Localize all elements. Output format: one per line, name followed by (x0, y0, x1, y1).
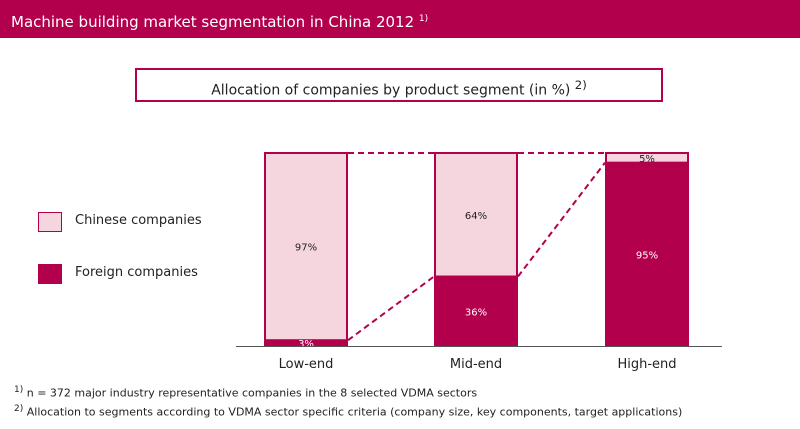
data-label-chinese-low-end: 97% (295, 243, 317, 254)
connector-split-1 (347, 275, 435, 342)
legend-label-foreign: Foreign companies (75, 265, 198, 280)
bar-foreign-high-end (605, 162, 689, 346)
legend-swatch-chinese (38, 212, 62, 232)
bar-chinese-high-end (605, 152, 689, 164)
chart-title-box: Allocation of companies by product segme… (135, 68, 663, 102)
x-tick-label-low-end: Low-end (279, 357, 334, 372)
header-note-mark: 1) (418, 14, 429, 24)
footnote-2: 2) Allocation to segments according to V… (14, 404, 682, 419)
legend-swatch-foreign (38, 264, 62, 284)
footnote-2-text: Allocation to segments according to VDMA… (26, 405, 683, 419)
footnote-1-text: n = 372 major industry representative co… (26, 386, 478, 400)
bar-foreign-low-end (264, 340, 348, 346)
bar-chinese-low-end (264, 152, 348, 342)
legend-label-chinese: Chinese companies (75, 213, 202, 228)
bar-chinese-mid-end (434, 152, 518, 278)
header-title: Machine building market segmentation in … (11, 13, 415, 31)
data-label-foreign-low-end: 3% (298, 339, 314, 350)
footnote-1: 1) n = 372 major industry representative… (14, 385, 477, 400)
data-label-chinese-high-end: 5% (639, 154, 655, 165)
footnote-1-mark: 1) (14, 385, 24, 395)
page-header: Machine building market segmentation in … (0, 0, 800, 38)
footnote-2-mark: 2) (14, 404, 24, 414)
data-label-foreign-high-end: 95% (636, 250, 658, 261)
connector-split-2 (517, 162, 606, 278)
data-label-chinese-mid-end: 64% (465, 211, 487, 222)
data-label-foreign-mid-end: 36% (465, 307, 487, 318)
x-tick-label-mid-end: Mid-end (450, 357, 502, 372)
chart-title: Allocation of companies by product segme… (211, 82, 571, 99)
bar-foreign-mid-end (434, 276, 518, 346)
x-tick-label-high-end: High-end (617, 357, 676, 372)
chart-title-note-mark: 2) (574, 78, 587, 92)
